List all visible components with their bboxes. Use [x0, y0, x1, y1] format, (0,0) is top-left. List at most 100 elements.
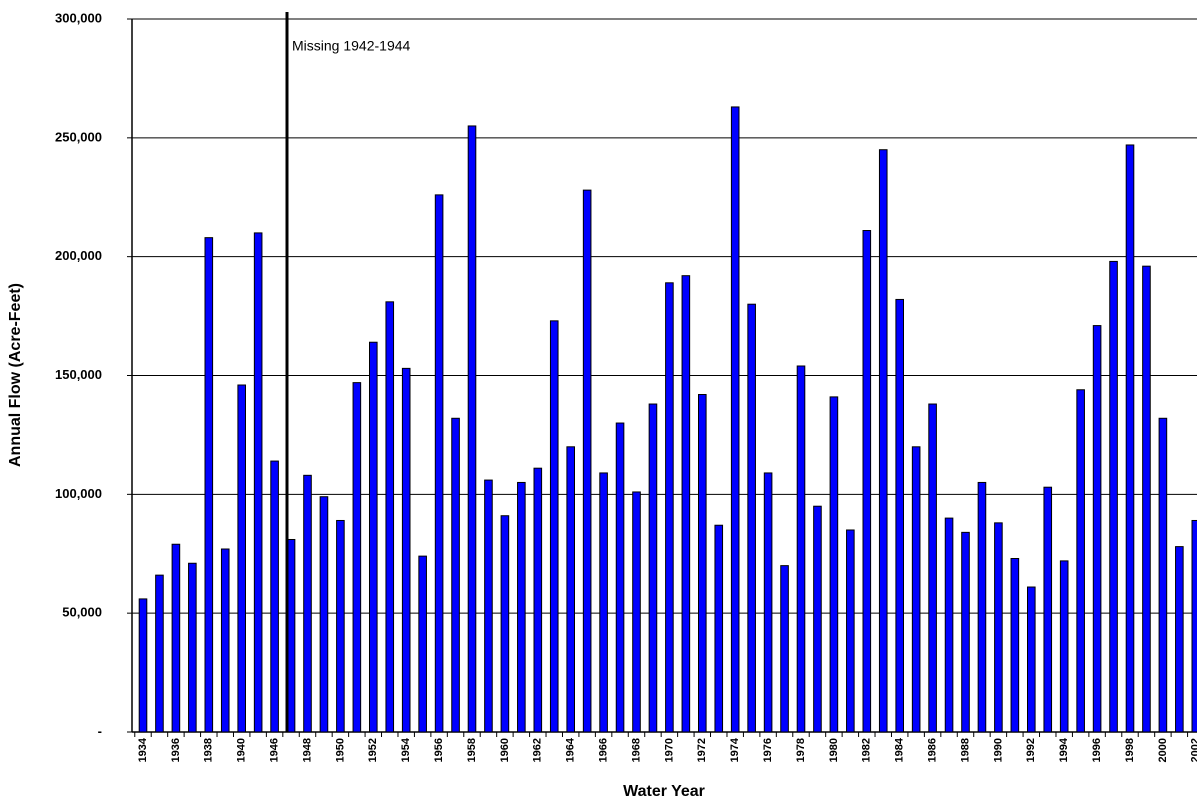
bar — [994, 522, 1003, 733]
x-tick-label: 1994 — [1058, 737, 1070, 762]
bar — [730, 106, 740, 733]
x-tick-label: 1952 — [367, 738, 379, 762]
x-tick-label: 1954 — [400, 737, 412, 762]
x-axis-title: Water Year — [623, 783, 705, 800]
y-tick-label: 100,000 — [55, 486, 102, 501]
x-tick-label: 1990 — [992, 738, 1004, 762]
x-tick-label: 1982 — [861, 738, 873, 762]
bar — [303, 474, 312, 733]
bar — [500, 515, 510, 733]
bar — [352, 382, 362, 733]
x-tick-label: 1974 — [729, 737, 741, 762]
x-tick-label: 1970 — [663, 738, 675, 762]
bar — [1010, 558, 1020, 733]
bar — [401, 367, 411, 733]
x-tick-label: 1976 — [762, 738, 774, 762]
bar — [434, 194, 444, 733]
bar — [253, 232, 263, 733]
x-tick-label: 1988 — [959, 738, 971, 762]
bar — [188, 562, 197, 733]
bar — [418, 555, 427, 733]
annotation: Missing 1942-1944 — [292, 38, 411, 54]
bar — [171, 543, 181, 733]
bar — [829, 396, 839, 733]
bar — [1125, 144, 1135, 733]
bar — [1109, 260, 1118, 733]
bar — [385, 301, 395, 733]
x-tick-label: 1960 — [499, 738, 511, 762]
bar — [911, 446, 921, 733]
x-tick-label: 1978 — [795, 738, 807, 762]
bar — [517, 481, 526, 733]
y-axis-title: Annual Flow (Acre-Feet) — [7, 283, 24, 467]
bar — [1158, 417, 1168, 733]
y-tick-label: 50,000 — [62, 605, 102, 620]
bar — [138, 598, 148, 733]
bar — [1175, 546, 1184, 733]
bar — [813, 505, 822, 733]
x-tick-label: 1940 — [236, 738, 248, 762]
x-tick-label: 1996 — [1091, 738, 1103, 762]
bar — [582, 189, 592, 733]
bar — [763, 472, 773, 733]
y-tick-label: - — [98, 723, 102, 738]
bar — [237, 384, 246, 733]
bar — [204, 237, 214, 733]
bar — [1059, 560, 1069, 733]
bar — [698, 394, 707, 733]
x-tick-label: 2000 — [1157, 738, 1169, 762]
bar — [566, 446, 576, 733]
bar — [878, 149, 888, 733]
bar — [1142, 265, 1151, 733]
bar — [961, 531, 970, 733]
x-tick-label: 1984 — [894, 737, 906, 762]
bar — [681, 275, 691, 733]
bar — [1043, 486, 1053, 733]
y-tick-label: 300,000 — [55, 10, 102, 25]
bar — [451, 417, 460, 733]
x-tick-label: 1986 — [927, 738, 939, 762]
x-tick-label: 1962 — [532, 738, 544, 762]
y-tick-label: 150,000 — [55, 367, 102, 382]
bar — [632, 491, 641, 733]
bar — [220, 548, 230, 733]
bar — [714, 524, 724, 733]
bar — [862, 230, 872, 733]
x-tick-label: 1964 — [565, 737, 577, 762]
bar — [1027, 586, 1036, 733]
x-tick-label: 1956 — [433, 738, 445, 762]
y-tick-label: 200,000 — [55, 248, 102, 263]
bar — [928, 403, 937, 733]
x-tick-label: 1972 — [696, 738, 708, 762]
x-tick-label: 1998 — [1124, 738, 1136, 762]
x-tick-label: 1948 — [301, 738, 313, 762]
x-tick-label: 1966 — [598, 738, 610, 762]
bar — [484, 479, 493, 733]
bar — [665, 282, 674, 733]
x-tick-label: 1938 — [203, 738, 215, 762]
bar — [747, 303, 756, 733]
bar — [369, 341, 378, 733]
x-tick-label: 1968 — [630, 738, 642, 762]
bar — [895, 298, 905, 733]
bar — [846, 529, 855, 733]
x-tick-label: 1958 — [466, 738, 478, 762]
bar — [648, 403, 658, 733]
y-tick-label: 250,000 — [55, 129, 102, 144]
bar — [944, 517, 954, 733]
bar — [796, 365, 806, 733]
x-tick-label: 1946 — [269, 738, 281, 762]
bar — [1191, 519, 1197, 733]
bar — [336, 519, 345, 733]
bar — [615, 422, 625, 733]
bar — [599, 472, 608, 733]
x-tick-label: 1950 — [334, 738, 346, 762]
bar — [977, 481, 987, 733]
bar — [1092, 325, 1102, 733]
bar — [270, 460, 279, 733]
bar — [155, 574, 164, 733]
bar — [319, 496, 329, 733]
bar — [1076, 389, 1085, 733]
bar — [533, 467, 543, 733]
